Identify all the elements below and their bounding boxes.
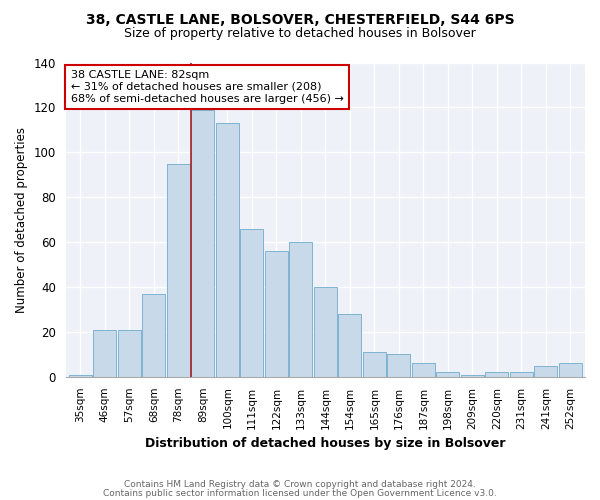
Bar xyxy=(362,352,386,377)
Text: Contains public sector information licensed under the Open Government Licence v3: Contains public sector information licen… xyxy=(103,489,497,498)
Bar xyxy=(69,374,92,377)
Bar xyxy=(240,228,263,377)
Text: 38, CASTLE LANE, BOLSOVER, CHESTERFIELD, S44 6PS: 38, CASTLE LANE, BOLSOVER, CHESTERFIELD,… xyxy=(86,12,514,26)
Bar xyxy=(265,251,288,377)
Bar xyxy=(93,330,116,377)
Bar xyxy=(461,374,484,377)
Bar xyxy=(314,287,337,377)
Y-axis label: Number of detached properties: Number of detached properties xyxy=(15,126,28,312)
Bar xyxy=(289,242,313,377)
Bar xyxy=(559,364,582,377)
Bar xyxy=(387,354,410,377)
X-axis label: Distribution of detached houses by size in Bolsover: Distribution of detached houses by size … xyxy=(145,437,506,450)
Bar xyxy=(142,294,166,377)
Text: Contains HM Land Registry data © Crown copyright and database right 2024.: Contains HM Land Registry data © Crown c… xyxy=(124,480,476,489)
Bar xyxy=(216,123,239,377)
Bar xyxy=(485,372,508,377)
Text: Size of property relative to detached houses in Bolsover: Size of property relative to detached ho… xyxy=(124,28,476,40)
Bar xyxy=(118,330,141,377)
Bar xyxy=(534,366,557,377)
Bar xyxy=(412,364,435,377)
Text: 38 CASTLE LANE: 82sqm
← 31% of detached houses are smaller (208)
68% of semi-det: 38 CASTLE LANE: 82sqm ← 31% of detached … xyxy=(71,70,344,104)
Bar xyxy=(436,372,460,377)
Bar xyxy=(509,372,533,377)
Bar xyxy=(191,110,214,377)
Bar xyxy=(167,164,190,377)
Bar xyxy=(338,314,361,377)
